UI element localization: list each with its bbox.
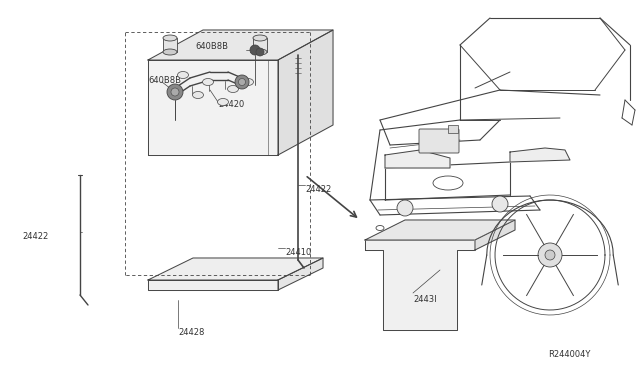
Circle shape (538, 243, 562, 267)
Circle shape (492, 196, 508, 212)
Polygon shape (385, 150, 450, 168)
Circle shape (167, 84, 183, 100)
Text: R244004Y: R244004Y (548, 350, 590, 359)
Text: 24420: 24420 (218, 100, 244, 109)
Text: 24410: 24410 (285, 248, 311, 257)
Ellipse shape (218, 99, 228, 106)
Polygon shape (278, 30, 333, 155)
Polygon shape (510, 148, 570, 162)
Polygon shape (475, 220, 515, 250)
FancyBboxPatch shape (419, 129, 459, 153)
Polygon shape (278, 258, 323, 290)
Bar (163, 38, 177, 52)
Text: 24422: 24422 (22, 232, 48, 241)
Text: 24428: 24428 (178, 328, 204, 337)
Text: 24422: 24422 (305, 185, 332, 194)
Polygon shape (365, 220, 515, 240)
Ellipse shape (227, 86, 239, 93)
Circle shape (397, 200, 413, 216)
Text: 2443I: 2443I (413, 295, 436, 304)
Polygon shape (148, 30, 333, 60)
Bar (253, 38, 267, 52)
Ellipse shape (243, 78, 253, 86)
Polygon shape (148, 258, 323, 280)
Circle shape (239, 78, 246, 86)
Ellipse shape (253, 35, 267, 41)
Ellipse shape (202, 78, 214, 86)
Text: 640B8B: 640B8B (195, 42, 228, 51)
Text: 640B8B: 640B8B (148, 76, 181, 85)
Circle shape (235, 75, 249, 89)
Circle shape (171, 88, 179, 96)
Circle shape (250, 45, 260, 55)
Ellipse shape (177, 71, 189, 78)
Bar (448, 125, 458, 133)
Circle shape (256, 48, 264, 56)
Polygon shape (148, 60, 278, 155)
Circle shape (545, 250, 555, 260)
Ellipse shape (163, 49, 177, 55)
Ellipse shape (253, 49, 267, 55)
Ellipse shape (163, 35, 177, 41)
Ellipse shape (193, 92, 204, 99)
Polygon shape (365, 240, 475, 330)
Polygon shape (148, 280, 278, 290)
